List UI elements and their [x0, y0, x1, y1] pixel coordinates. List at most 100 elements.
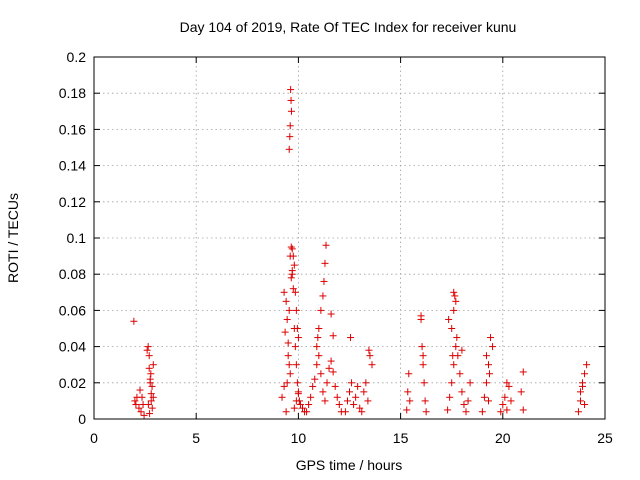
data-point [143, 346, 151, 354]
data-point [135, 404, 143, 412]
y-tick-label: 0.12 [59, 194, 86, 210]
data-point [403, 406, 411, 414]
data-point [296, 401, 304, 409]
data-point [358, 408, 366, 416]
data-point [348, 379, 356, 387]
data-point [489, 343, 497, 351]
data-point [321, 397, 329, 405]
data-point [136, 386, 144, 394]
data-point [448, 379, 456, 387]
data-point [464, 397, 472, 405]
y-tick-label: 0.14 [59, 158, 86, 174]
data-point [574, 408, 582, 416]
data-point [289, 285, 297, 293]
data-point [146, 410, 154, 418]
data-point [446, 393, 454, 401]
data-point [132, 401, 140, 409]
data-point [284, 339, 292, 347]
data-point [482, 379, 490, 387]
data-point [405, 370, 413, 378]
data-point [137, 408, 145, 416]
data-point [422, 408, 430, 416]
y-tick-label: 0.02 [59, 375, 86, 391]
data-point [287, 274, 295, 282]
data-point [419, 361, 427, 369]
data-point [313, 343, 321, 351]
data-point [354, 382, 362, 390]
data-point [298, 404, 306, 412]
data-point [458, 346, 466, 354]
data-point [315, 352, 323, 360]
y-tick-label: 0.16 [59, 121, 86, 137]
data-point [341, 408, 349, 416]
data-point [284, 352, 292, 360]
data-point [145, 352, 153, 360]
data-point [448, 325, 456, 332]
data-point [450, 361, 458, 369]
data-point [288, 245, 296, 253]
data-point [421, 397, 429, 405]
data-point [517, 388, 525, 396]
data-point [507, 397, 515, 405]
x-axis-label: GPS time / hours [296, 457, 403, 473]
y-tick-label: 0.1 [67, 230, 87, 246]
data-point [331, 382, 339, 390]
data-point [292, 397, 300, 405]
y-tick-label: 0.18 [59, 85, 86, 101]
y-tick-label: 0 [78, 411, 86, 427]
data-point [287, 86, 295, 94]
data-point [352, 393, 360, 401]
x-tick-label: 10 [291, 430, 307, 446]
data-point [292, 361, 300, 369]
data-point [289, 252, 297, 260]
data-point [487, 334, 495, 342]
data-point [480, 393, 488, 401]
data-point [419, 352, 427, 360]
x-tick-label: 5 [192, 430, 200, 446]
axis-ticks: 0 0.02 0.04 0.06 0.08 0.1 0.12 0.14 0.16 0.18 0.2 0… [59, 49, 613, 446]
data-point [418, 343, 426, 351]
data-point [147, 397, 155, 405]
data-point [147, 370, 155, 378]
x-tick-label: 20 [495, 430, 511, 446]
data-point [482, 352, 490, 360]
data-point [576, 388, 584, 396]
data-point [356, 404, 364, 412]
data-point [583, 361, 591, 369]
data-point [286, 122, 294, 130]
data-point [576, 397, 584, 405]
data-point [293, 325, 301, 332]
data-point [329, 368, 337, 376]
x-tick-label: 25 [597, 430, 613, 446]
data-point [478, 408, 486, 416]
data-point [323, 379, 331, 387]
data-point [144, 401, 152, 409]
data-point [144, 343, 152, 351]
data-point [505, 382, 513, 390]
data-point [335, 401, 343, 409]
data-point [444, 406, 452, 414]
data-point [322, 241, 330, 249]
data-point [462, 408, 470, 416]
data-point [368, 361, 376, 369]
data-point [319, 388, 327, 396]
chart-title: Day 104 of 2019, Rate Of TEC Index for r… [180, 19, 517, 35]
data-point [346, 388, 353, 396]
data-point [445, 315, 453, 323]
data-point [347, 334, 355, 342]
data-point [303, 408, 311, 416]
data-point [499, 401, 507, 409]
data-point [417, 312, 425, 320]
data-point [453, 334, 461, 342]
data-point [291, 288, 299, 296]
data-point [581, 370, 589, 378]
data-point [280, 382, 288, 390]
data-point [287, 243, 295, 251]
data-point [314, 334, 322, 342]
data-point [148, 404, 156, 412]
data-point [283, 379, 291, 387]
data-point [327, 310, 335, 318]
data-points [130, 86, 591, 419]
